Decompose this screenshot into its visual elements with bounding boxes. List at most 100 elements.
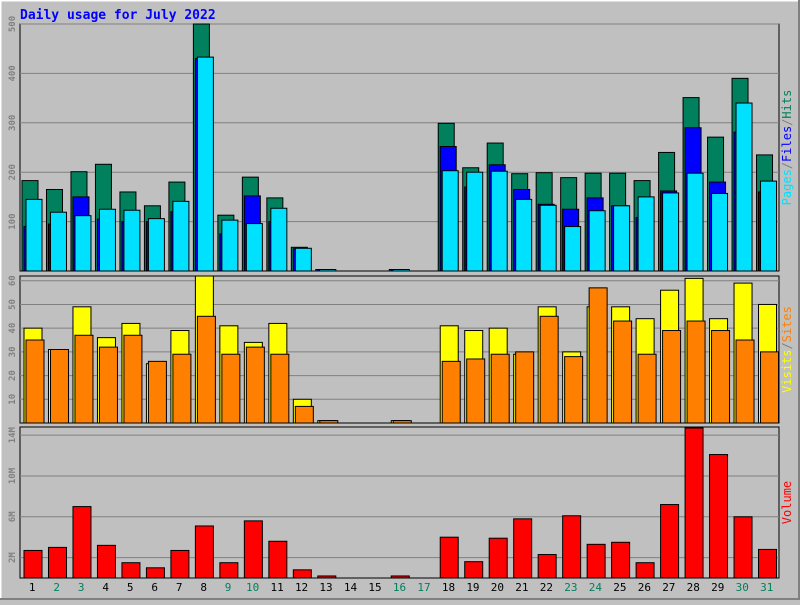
day-label: 27 [662, 581, 675, 594]
side-label-part: Sites [780, 306, 794, 342]
panel-2-side-label: Visits/Sites [780, 306, 794, 393]
sites-bar [196, 315, 216, 424]
volume-bar [537, 554, 557, 579]
pages-bar [294, 247, 312, 272]
panels: 100200300400500Pages/Files/Hits102030405… [8, 16, 794, 579]
day-label: 24 [589, 581, 603, 594]
day-label: 19 [466, 581, 479, 594]
volume-bar [170, 549, 190, 579]
volume-bar [292, 569, 312, 579]
volume-bar [219, 562, 239, 579]
side-label-part: Files [780, 126, 794, 162]
day-label: 25 [613, 581, 626, 594]
volume-bar [23, 549, 43, 579]
day-label: 6 [151, 581, 158, 594]
volume-bar [439, 536, 459, 579]
volume-bar [243, 520, 263, 579]
side-label-part: Pages [780, 169, 794, 205]
panel-3-tick-label: 10M [8, 467, 18, 484]
volume-bar [635, 562, 655, 579]
chart-title: Daily usage for July 2022 [20, 8, 216, 23]
volume-bar [268, 540, 288, 579]
sites-bar [441, 360, 461, 424]
sites-bar [735, 339, 755, 424]
pages-bar [25, 198, 43, 272]
day-label: 31 [760, 581, 773, 594]
sites-bar [760, 351, 780, 424]
pages-bar [196, 56, 214, 272]
pages-bar [613, 205, 631, 272]
volume-bar [72, 506, 92, 579]
panel-1-tick-label: 400 [8, 65, 18, 81]
panel-1-tick-label: 300 [8, 115, 18, 131]
day-label: 8 [200, 581, 207, 594]
day-label: 22 [540, 581, 553, 594]
sites-bar [74, 334, 94, 424]
pages-bar [637, 196, 655, 272]
day-label: 20 [491, 581, 504, 594]
day-label: 28 [687, 581, 700, 594]
day-label: 3 [78, 581, 85, 594]
day-label: 4 [102, 581, 109, 594]
pages-bar [98, 208, 116, 272]
pages-bar [172, 200, 190, 272]
panel-2-tick-label: 30 [8, 346, 18, 357]
panel-3-frame [19, 426, 780, 579]
volume-bar [709, 454, 729, 579]
pages-bar [392, 269, 410, 272]
day-label: 7 [176, 581, 183, 594]
panel-1-tick-label: 500 [8, 16, 18, 32]
volume-bar [733, 516, 753, 579]
sites-bar [515, 351, 535, 424]
volume-bar [488, 537, 508, 579]
sites-bar [221, 353, 241, 424]
day-label: 2 [53, 581, 60, 594]
pages-bar [735, 102, 753, 272]
volume-bar [121, 562, 141, 579]
volume-bar [562, 515, 582, 579]
day-label: 17 [417, 581, 430, 594]
day-label: 13 [319, 581, 332, 594]
sites-bar [662, 330, 682, 424]
panel-2-tick-label: 20 [8, 370, 18, 381]
side-label-part: Visits [780, 350, 794, 393]
sites-bar [564, 356, 584, 424]
panel-1-tick-label: 100 [8, 213, 18, 229]
day-label: 12 [295, 581, 308, 594]
sites-bar [466, 358, 486, 424]
sites-bar [613, 320, 633, 424]
day-label: 14 [344, 581, 358, 594]
volume-bar [47, 546, 67, 579]
sites-bar [98, 346, 118, 424]
pages-bar [490, 170, 508, 272]
sites-bar [319, 420, 339, 424]
sites-bar [294, 405, 314, 424]
sites-bar [490, 353, 510, 424]
sites-bar [172, 353, 192, 424]
pages-bar [74, 215, 92, 272]
volume-bar [464, 561, 484, 579]
pages-bar [245, 223, 263, 272]
volume-bar [684, 427, 704, 579]
side-label-part: Volume [780, 481, 794, 524]
day-label: 18 [442, 581, 455, 594]
day-label: 30 [736, 581, 749, 594]
panel-2-tick-label: 50 [8, 299, 18, 310]
pages-bar [760, 180, 778, 272]
panel-1-side-label: Pages/Files/Hits [780, 90, 794, 206]
day-label: 26 [638, 581, 651, 594]
panel-2-tick-label: 40 [8, 323, 18, 334]
pages-bar [49, 211, 67, 272]
pages-bar [662, 192, 680, 272]
panel-3-tick-label: 14M [8, 426, 18, 443]
day-label: 29 [711, 581, 724, 594]
pages-bar [564, 226, 582, 272]
volume-bar [513, 518, 533, 579]
pages-bar [515, 198, 533, 272]
volume-bar [758, 548, 778, 579]
pages-bar [319, 269, 337, 272]
sites-bar [539, 315, 559, 424]
day-label: 9 [225, 581, 232, 594]
